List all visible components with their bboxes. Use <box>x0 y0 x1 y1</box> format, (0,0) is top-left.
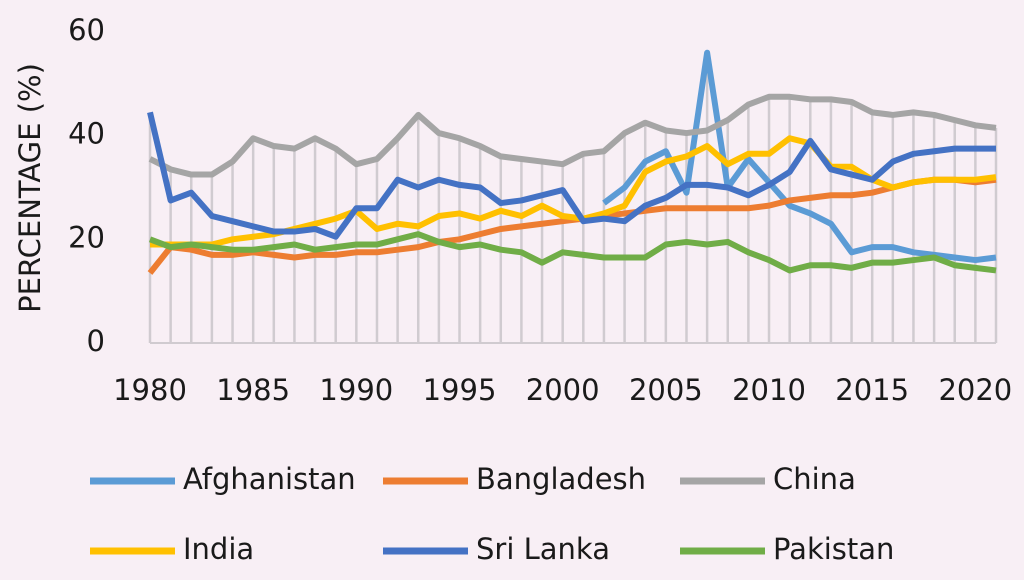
series-line <box>148 93 997 178</box>
legend-label: China <box>773 462 856 496</box>
x-tick-label: 1995 <box>423 373 497 407</box>
legend-label: Bangladesh <box>476 462 646 496</box>
series-line <box>147 111 996 240</box>
legend-label: Sri Lanka <box>476 532 610 566</box>
y-tick-label: 60 <box>68 13 105 47</box>
x-tick-label: 2015 <box>835 373 909 407</box>
x-tick-label: 2010 <box>732 373 806 407</box>
x-tick-label: 2005 <box>629 373 703 407</box>
legend-label: Pakistan <box>773 532 894 566</box>
x-tick-label: 1980 <box>113 373 187 407</box>
x-tick-label: 1985 <box>216 373 290 407</box>
y-tick-label: 40 <box>68 117 105 151</box>
x-tick-label: 2000 <box>526 373 600 407</box>
legend-label: Afghanistan <box>183 462 356 496</box>
series-line <box>148 231 997 274</box>
y-axis-label: PERCENTAGE (%) <box>13 63 47 313</box>
legend-label: India <box>183 532 254 566</box>
y-tick-label: 0 <box>87 324 105 358</box>
y-tick-label: 20 <box>68 220 105 254</box>
x-tick-label: 1990 <box>319 373 393 407</box>
x-tick-label: 2020 <box>938 373 1012 407</box>
